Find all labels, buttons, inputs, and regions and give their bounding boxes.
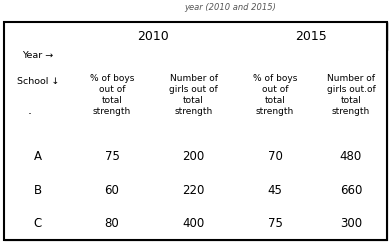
Bar [4, 173, 72, 207]
Text: Ċ: Ċ [34, 217, 42, 230]
Bar [315, 207, 387, 240]
Text: 220: 220 [182, 183, 204, 197]
Text: 400: 400 [182, 217, 204, 230]
Bar [72, 140, 152, 173]
Bar [72, 173, 152, 207]
Text: A: A [34, 150, 42, 163]
Text: 70: 70 [267, 150, 282, 163]
Text: School ↓: School ↓ [17, 77, 59, 86]
Bar [4, 140, 72, 173]
Text: Year →: Year → [22, 51, 54, 60]
Bar [315, 173, 387, 207]
Bar [235, 173, 315, 207]
Bar [152, 50, 235, 140]
Bar [235, 50, 315, 140]
Bar [235, 207, 315, 240]
Text: B: B [34, 183, 42, 197]
Text: 80: 80 [105, 217, 119, 230]
Text: 480: 480 [340, 150, 362, 163]
Bar [4, 22, 387, 240]
Text: 2015: 2015 [295, 29, 327, 43]
Bar [72, 207, 152, 240]
Text: 660: 660 [340, 183, 362, 197]
Text: 200: 200 [182, 150, 204, 163]
Text: 300: 300 [340, 217, 362, 230]
Bar [315, 140, 387, 173]
Bar [235, 22, 387, 50]
Bar [72, 22, 235, 50]
Bar [72, 50, 152, 140]
Bar [4, 207, 72, 240]
Bar [152, 173, 235, 207]
Text: 60: 60 [104, 183, 119, 197]
Text: 2010: 2010 [138, 29, 169, 43]
Text: ·: · [28, 108, 32, 121]
Text: 75: 75 [104, 150, 119, 163]
Text: Number of
girls out of
total
strength: Number of girls out of total strength [169, 74, 218, 116]
Bar [315, 50, 387, 140]
Text: 45: 45 [267, 183, 282, 197]
Text: Number of
girls out.of
total
strength: Number of girls out.of total strength [326, 74, 375, 116]
Text: % of boys
out of
total
strength: % of boys out of total strength [90, 74, 134, 116]
Bar [235, 140, 315, 173]
Bar [152, 207, 235, 240]
Bar [152, 140, 235, 173]
Text: % of boys
out of
total
strength: % of boys out of total strength [253, 74, 297, 116]
Bar [4, 22, 72, 140]
Text: 75: 75 [267, 217, 282, 230]
Text: year (2010 and 2015): year (2010 and 2015) [184, 3, 276, 12]
